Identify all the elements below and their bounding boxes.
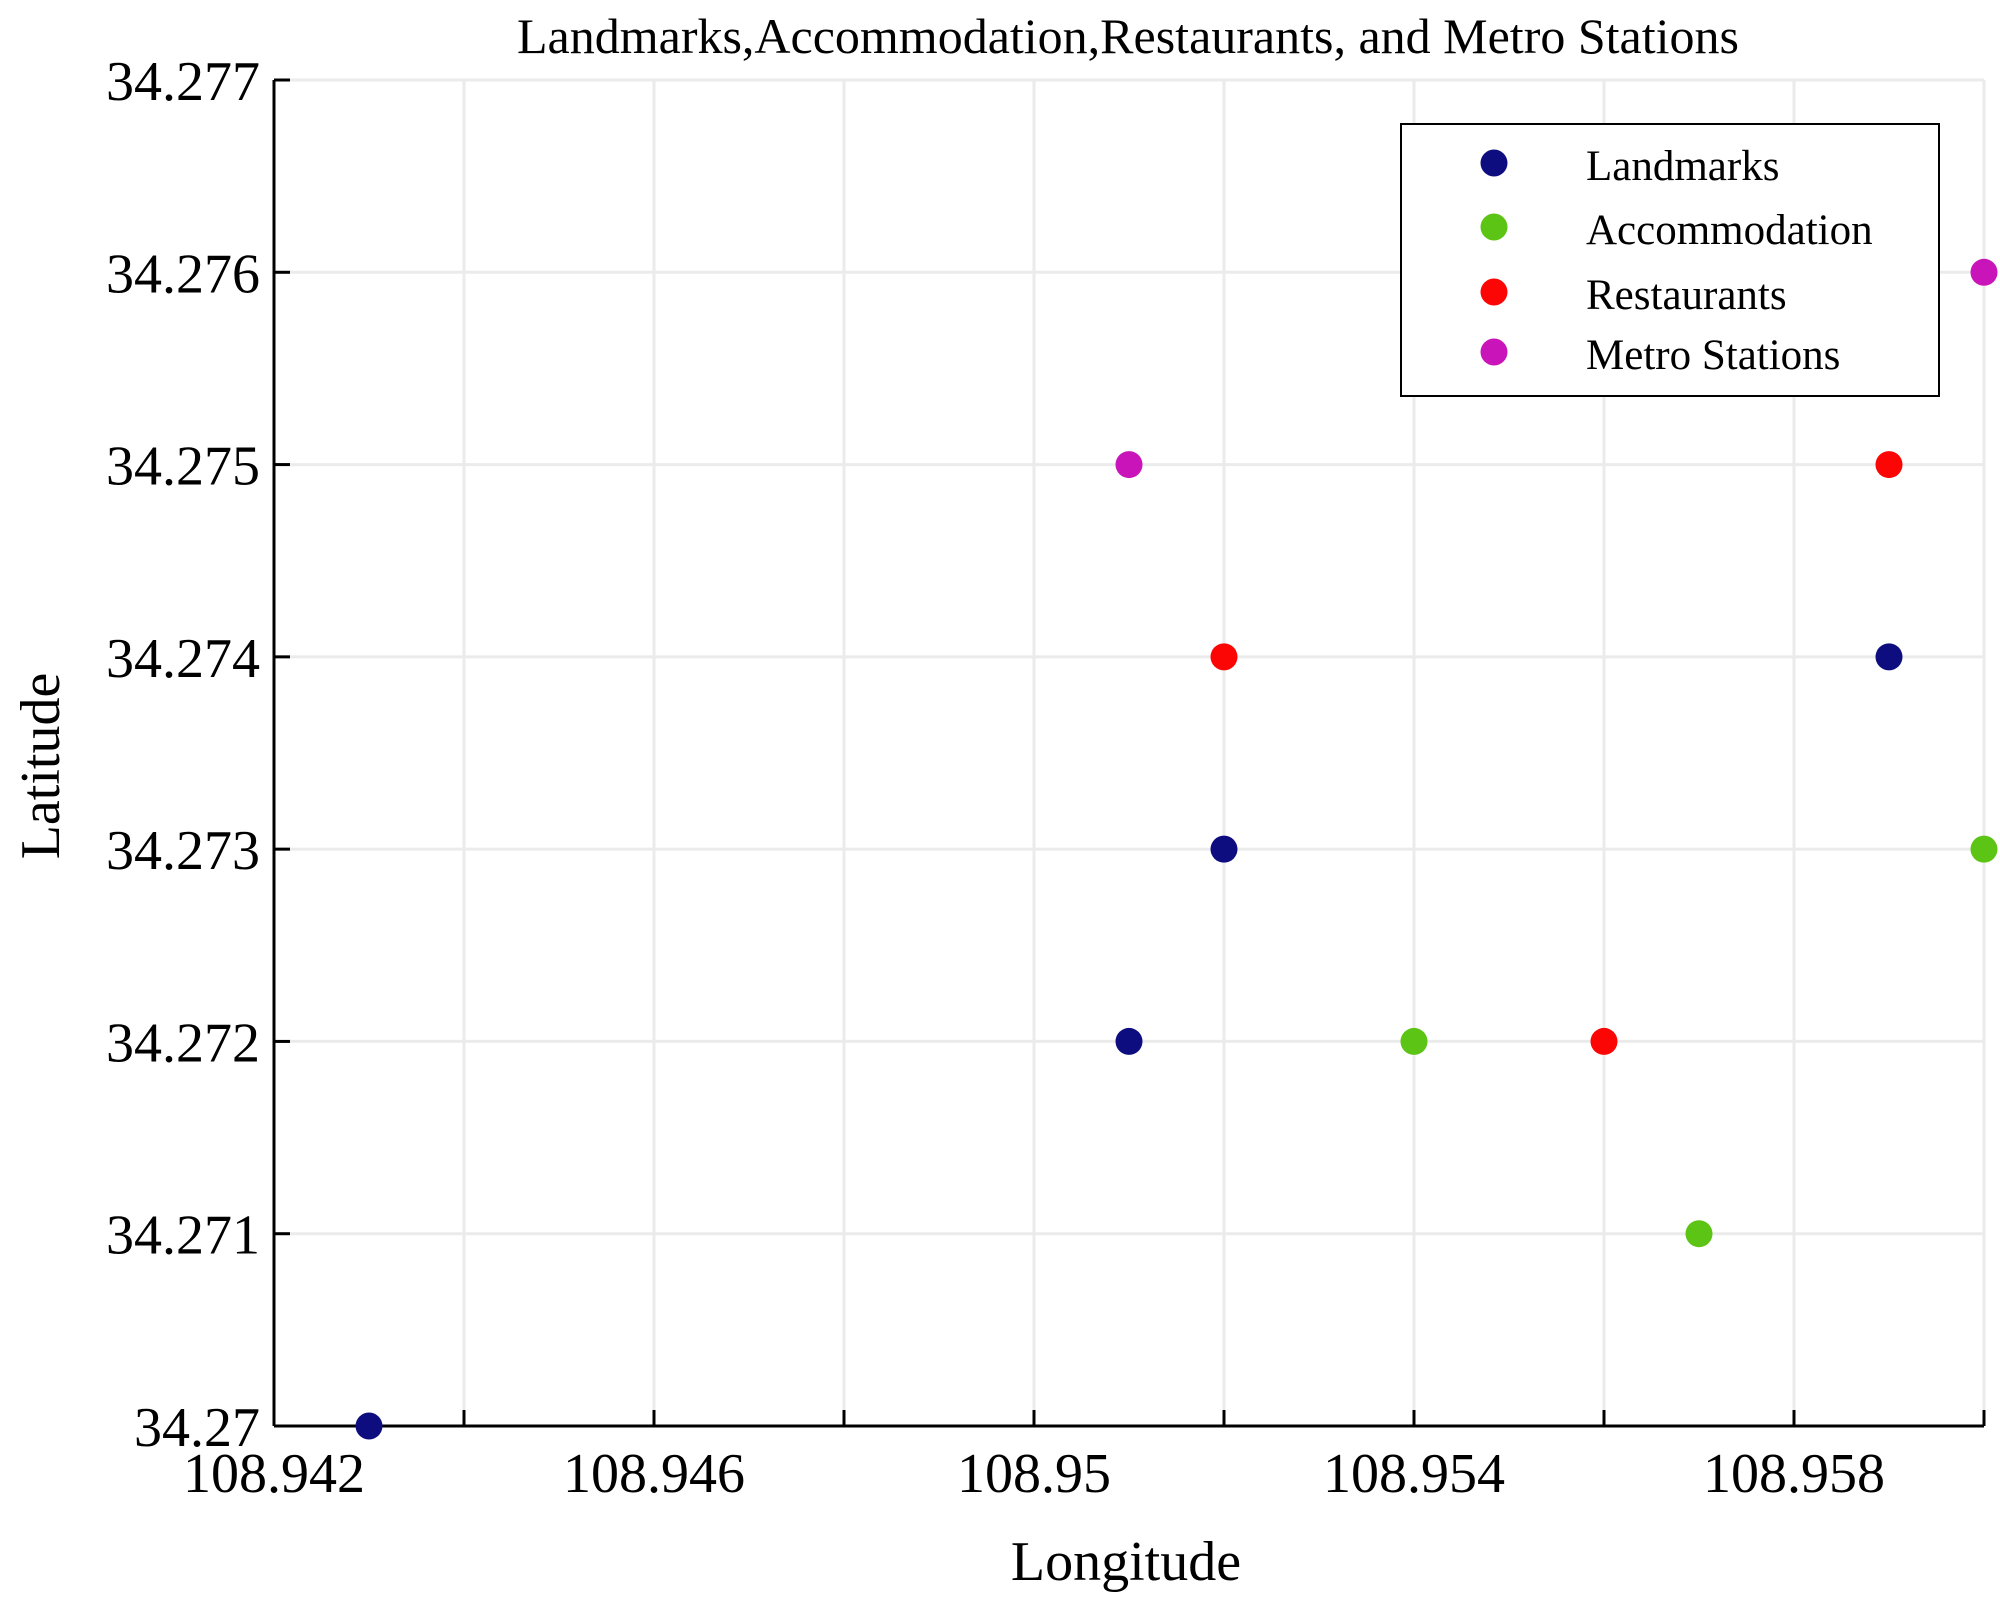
x-tick-label: 108.942 xyxy=(183,1443,365,1505)
y-tick-label: 34.272 xyxy=(106,1012,260,1074)
restaurants-point xyxy=(1875,451,1903,479)
legend-label-accommodation: Accommodation xyxy=(1586,207,1873,254)
restaurants-point xyxy=(1210,643,1238,671)
legend-label-metro-stations: Metro Stations xyxy=(1586,332,1840,379)
points-layer xyxy=(355,258,1998,1440)
landmarks-point xyxy=(355,1412,383,1440)
legend-marker-accommodation xyxy=(1480,213,1508,241)
legend-label-restaurants: Restaurants xyxy=(1586,272,1787,319)
landmarks-point xyxy=(1210,835,1238,863)
chart-title: Landmarks,Accommodation,Restaurants, and… xyxy=(517,8,1739,64)
restaurants-point xyxy=(1590,1027,1618,1055)
legend-marker-metro-stations xyxy=(1480,338,1508,366)
y-tick-label: 34.271 xyxy=(106,1205,260,1267)
accommodation-point xyxy=(1685,1220,1713,1248)
axes-layer xyxy=(272,80,1984,1428)
legend-items: Landmarks Accommodation Restaurants Metro S… xyxy=(1480,143,1873,379)
ticks-layer: 108.942 108.946 108.95 108.954 108.95834.273… xyxy=(106,51,1986,1505)
accommodation-point xyxy=(1400,1027,1428,1055)
accommodation-point xyxy=(1970,835,1998,863)
y-tick-label: 34.277 xyxy=(106,51,260,113)
y-tick-label: 34.274 xyxy=(106,628,260,690)
landmarks-point xyxy=(1875,643,1903,671)
legend: Landmarks Accommodation Restaurants Metro S… xyxy=(1400,123,1940,397)
x-tick-label: 108.954 xyxy=(1323,1443,1505,1505)
legend-marker-restaurants xyxy=(1480,278,1508,306)
y-axis-label: Latitude xyxy=(10,673,72,860)
x-tick-label: 108.958 xyxy=(1703,1443,1885,1505)
y-tick-label: 34.276 xyxy=(106,243,260,305)
x-tick-label: 108.946 xyxy=(563,1443,745,1505)
x-axis-label: Longitude xyxy=(1011,1531,1241,1593)
metro-stations-point xyxy=(1115,451,1143,479)
legend-label-landmarks: Landmarks xyxy=(1586,143,1779,190)
legend-marker-landmarks xyxy=(1480,149,1508,177)
landmarks-point xyxy=(1115,1027,1143,1055)
y-tick-label: 34.275 xyxy=(106,436,260,498)
y-tick-label: 34.273 xyxy=(106,820,260,882)
x-tick-label: 108.95 xyxy=(957,1443,1111,1505)
y-tick-label: 34.27 xyxy=(134,1397,260,1459)
metro-stations-point xyxy=(1970,258,1998,286)
